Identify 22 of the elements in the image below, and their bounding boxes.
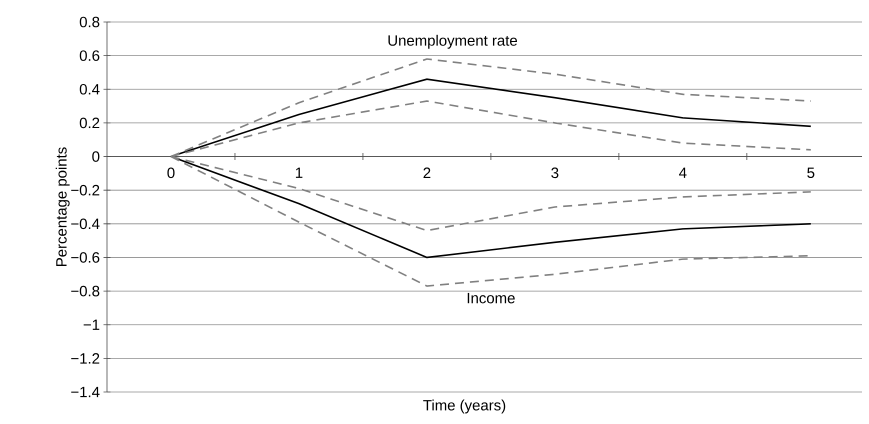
x-axis-title: Time (years) (423, 400, 506, 414)
x-tick-label: 1 (296, 168, 302, 178)
y-tick-label: −0.2 (71, 184, 100, 196)
y-tick-label: −1.2 (71, 353, 100, 364)
x-tick-label: 0 (167, 168, 175, 178)
y-tick-label: −1 (84, 320, 100, 330)
y-tick-label: −0.6 (71, 252, 100, 263)
y-tick-label: −0.8 (71, 286, 100, 296)
x-tick-label: 3 (551, 168, 558, 178)
y-tick-label: 0.2 (80, 118, 100, 128)
y-tick-label: 0.6 (80, 50, 100, 61)
x-tick-label: 2 (424, 168, 430, 178)
y-tick-label: 0.4 (80, 84, 100, 95)
y-tick-label: 0 (92, 151, 100, 162)
y-tick-label: −0.4 (71, 218, 100, 230)
x-tick-label: 5 (807, 168, 814, 178)
x-tick-label: 4 (679, 168, 687, 178)
text: Unemployment rate (388, 34, 518, 49)
y-tick-label: −1.4 (71, 386, 100, 398)
y-axis-title: Percentage points (56, 147, 70, 266)
y-tick-label: 0.8 (80, 16, 100, 28)
text: Income (468, 292, 515, 304)
